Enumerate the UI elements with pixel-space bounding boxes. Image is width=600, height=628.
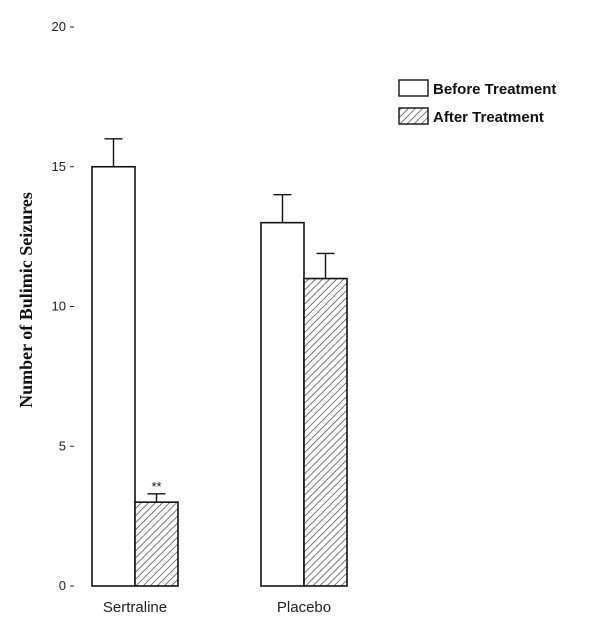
x-category-label: Sertraline [103, 599, 167, 616]
y-tick-label: 5 [59, 438, 66, 453]
bar-before-placebo [260, 221, 305, 587]
annotations-group: ** [151, 479, 161, 494]
legend-swatch [398, 107, 429, 125]
x-axis-labels: Sertraline Placebo [103, 599, 331, 616]
bar-before-sertraline [91, 165, 136, 587]
y-tick-label: 0 [59, 578, 66, 593]
y-tick-label: 15 [52, 159, 66, 174]
y-tick-label: 20 [52, 19, 66, 34]
error-bars-group [104, 138, 335, 503]
legend-label: After Treatment [433, 109, 544, 126]
x-category-label: Placebo [277, 599, 331, 616]
bar-after-placebo [303, 277, 348, 587]
bars-group [91, 165, 348, 587]
legend-swatch [398, 79, 429, 97]
y-tick-label: 10 [52, 299, 66, 314]
y-axis: 0 5 10 15 20 [52, 19, 74, 593]
significance-marker: ** [151, 479, 161, 494]
y-axis-title: Number of Bulimic Seizures [16, 192, 36, 408]
bar-after-sertraline [134, 501, 179, 587]
legend-label: Before Treatment [433, 81, 556, 98]
legend: Before Treatment After Treatment [398, 79, 556, 126]
